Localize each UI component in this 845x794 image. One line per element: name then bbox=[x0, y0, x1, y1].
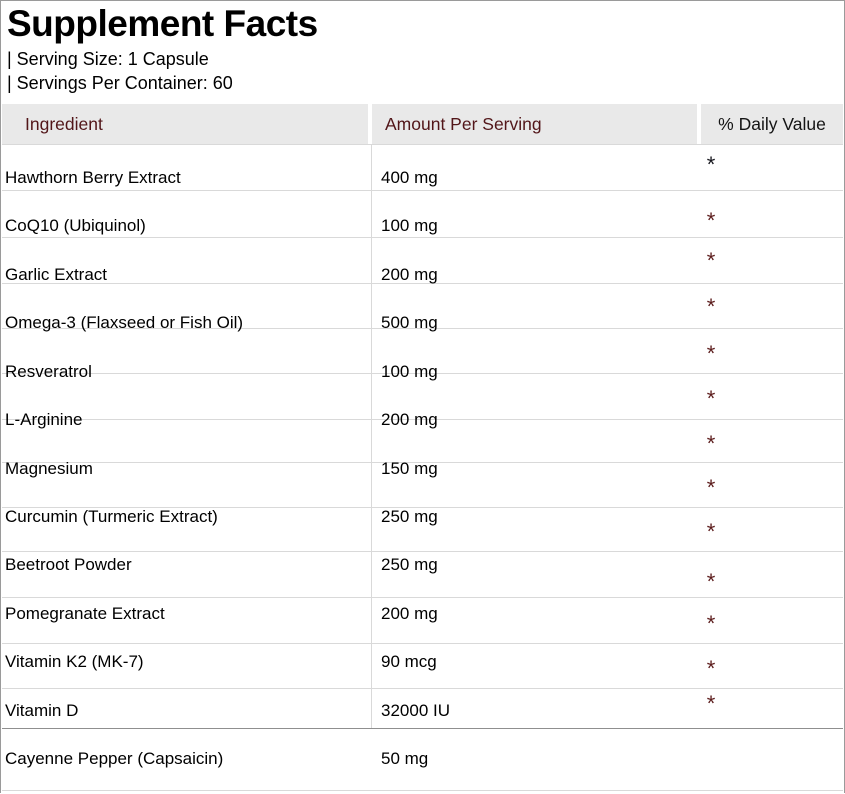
ingredient-amount: 250 mg bbox=[381, 555, 438, 574]
ingredient-amount: 200 mg bbox=[381, 604, 438, 623]
column-divider bbox=[371, 144, 372, 728]
table-grid-line bbox=[2, 328, 843, 329]
ingredient-daily-value: * bbox=[706, 475, 716, 500]
col-header-ingredient: Ingredient bbox=[2, 104, 368, 144]
table-grid-line bbox=[2, 728, 843, 729]
ingredient-name: Vitamin K2 (MK-7) bbox=[5, 652, 144, 671]
ingredient-amount: 100 mg bbox=[381, 216, 438, 235]
ingredient-amount: 50 mg bbox=[381, 749, 429, 768]
table-grid-line bbox=[2, 790, 843, 791]
servings-per-container: | Servings Per Container: 60 bbox=[7, 73, 233, 93]
table-grid-line bbox=[2, 507, 843, 508]
ingredient-amount: 32000 IU bbox=[381, 701, 450, 720]
ingredient-name: Hawthorn Berry Extract bbox=[5, 168, 181, 187]
ingredient-daily-value: * bbox=[706, 152, 716, 177]
table-grid-line bbox=[2, 237, 843, 238]
table-grid-line bbox=[2, 462, 843, 463]
ingredient-daily-value: * bbox=[706, 611, 716, 636]
ingredient-daily-value: * bbox=[706, 519, 716, 544]
col-header-daily-value: % Daily Value bbox=[701, 104, 843, 144]
table-grid-line bbox=[2, 688, 843, 689]
table-grid-line bbox=[2, 643, 843, 644]
ingredient-daily-value: * bbox=[706, 248, 716, 273]
ingredient-amount: 200 mg bbox=[381, 410, 438, 429]
col-header-daily-value-label: % Daily Value bbox=[718, 113, 826, 134]
page-title: Supplement Facts bbox=[7, 3, 318, 44]
ingredient-name: Magnesium bbox=[5, 459, 93, 478]
ingredient-daily-value: * bbox=[706, 431, 716, 456]
ingredient-name: Omega-3 (Flaxseed or Fish Oil) bbox=[5, 313, 244, 332]
ingredient-daily-value: * bbox=[706, 656, 716, 681]
table-grid-line bbox=[2, 419, 843, 420]
table-grid-line bbox=[2, 597, 843, 598]
ingredient-name: Garlic Extract bbox=[5, 265, 108, 284]
table-grid-line bbox=[2, 373, 843, 374]
ingredient-daily-value: * bbox=[706, 341, 716, 366]
ingredient-amount: 100 mg bbox=[381, 362, 438, 381]
ingredient-daily-value: * bbox=[706, 208, 716, 233]
ingredient-amount: 200 mg bbox=[381, 265, 438, 284]
ingredient-daily-value: * bbox=[706, 691, 716, 716]
ingredient-name: Curcumin (Turmeric Extract) bbox=[5, 507, 218, 526]
ingredient-name: L-Arginine bbox=[5, 410, 83, 429]
col-header-amount-label: Amount Per Serving bbox=[385, 113, 542, 134]
table-grid-line bbox=[2, 283, 843, 284]
table-grid-line bbox=[2, 190, 843, 191]
ingredient-daily-value: * bbox=[706, 569, 716, 594]
ingredient-daily-value: * bbox=[706, 294, 716, 319]
ingredient-amount: 400 mg bbox=[381, 168, 438, 187]
ingredient-daily-value: * bbox=[706, 386, 716, 411]
ingredient-amount: 500 mg bbox=[381, 313, 438, 332]
ingredient-amount: 90 mcg bbox=[381, 652, 437, 671]
ingredient-name: Resveratrol bbox=[5, 362, 92, 381]
ingredient-name: Beetroot Powder bbox=[5, 555, 132, 574]
ingredient-amount: 150 mg bbox=[381, 459, 438, 478]
table-grid-line bbox=[2, 144, 843, 145]
col-header-amount: Amount Per Serving bbox=[372, 104, 697, 144]
serving-size: | Serving Size: 1 Capsule bbox=[7, 49, 209, 69]
ingredient-amount: 250 mg bbox=[381, 507, 438, 526]
ingredient-name: CoQ10 (Ubiquinol) bbox=[5, 216, 146, 235]
table-grid-line bbox=[2, 551, 843, 552]
ingredient-name: Cayenne Pepper (Capsaicin) bbox=[5, 749, 224, 768]
ingredient-name: Pomegranate Extract bbox=[5, 604, 165, 623]
col-header-ingredient-label: Ingredient bbox=[25, 113, 103, 134]
ingredient-name: Vitamin D bbox=[5, 701, 79, 720]
